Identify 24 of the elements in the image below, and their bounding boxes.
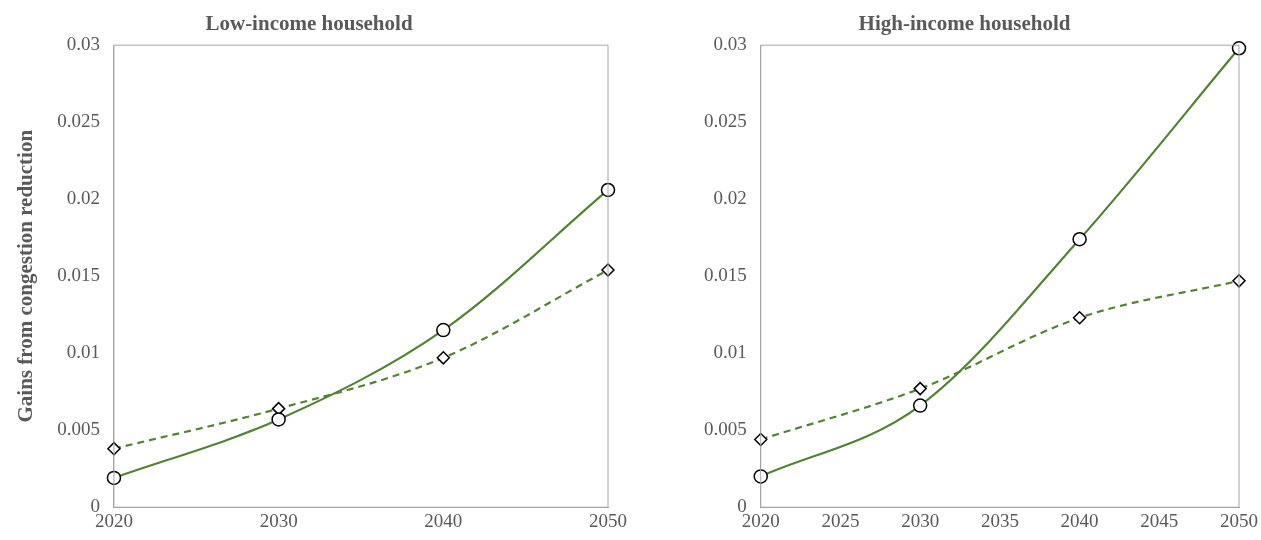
y-tick-label: 0.03 — [66, 33, 100, 55]
x-tick-label: 2040 — [1060, 509, 1099, 531]
y-tick-label: 0.015 — [704, 264, 747, 286]
x-tick-label: 2035 — [980, 509, 1019, 531]
x-tick-label: 2025 — [821, 509, 860, 531]
y-tick-label: 0.025 — [57, 110, 100, 132]
x-tick-label: 2030 — [901, 509, 940, 531]
y-tick-label: 0.025 — [704, 110, 747, 132]
x-tick-label: 2040 — [424, 509, 463, 531]
y-tick-label: 0.02 — [66, 187, 100, 209]
y-axis-title: Gains from congestion reduction — [13, 129, 38, 423]
y-tick-label: 0.005 — [704, 418, 747, 440]
y-tick-label: 0.005 — [57, 418, 100, 440]
chart-title: Low-income household — [205, 11, 413, 36]
x-tick-label: 2030 — [259, 509, 298, 531]
y-tick-label: 0.02 — [713, 187, 747, 209]
y-tick-label: 0.03 — [713, 33, 747, 55]
y-tick-label: 0.015 — [57, 264, 100, 286]
y-tick-label: 0.01 — [713, 341, 747, 363]
x-tick-label: 2050 — [589, 509, 627, 531]
x-tick-label: 2045 — [1140, 509, 1179, 531]
chart-title: High-income household — [858, 11, 1071, 36]
x-tick-label: 2050 — [1220, 509, 1258, 531]
y-tick-label: 0.01 — [66, 341, 100, 363]
